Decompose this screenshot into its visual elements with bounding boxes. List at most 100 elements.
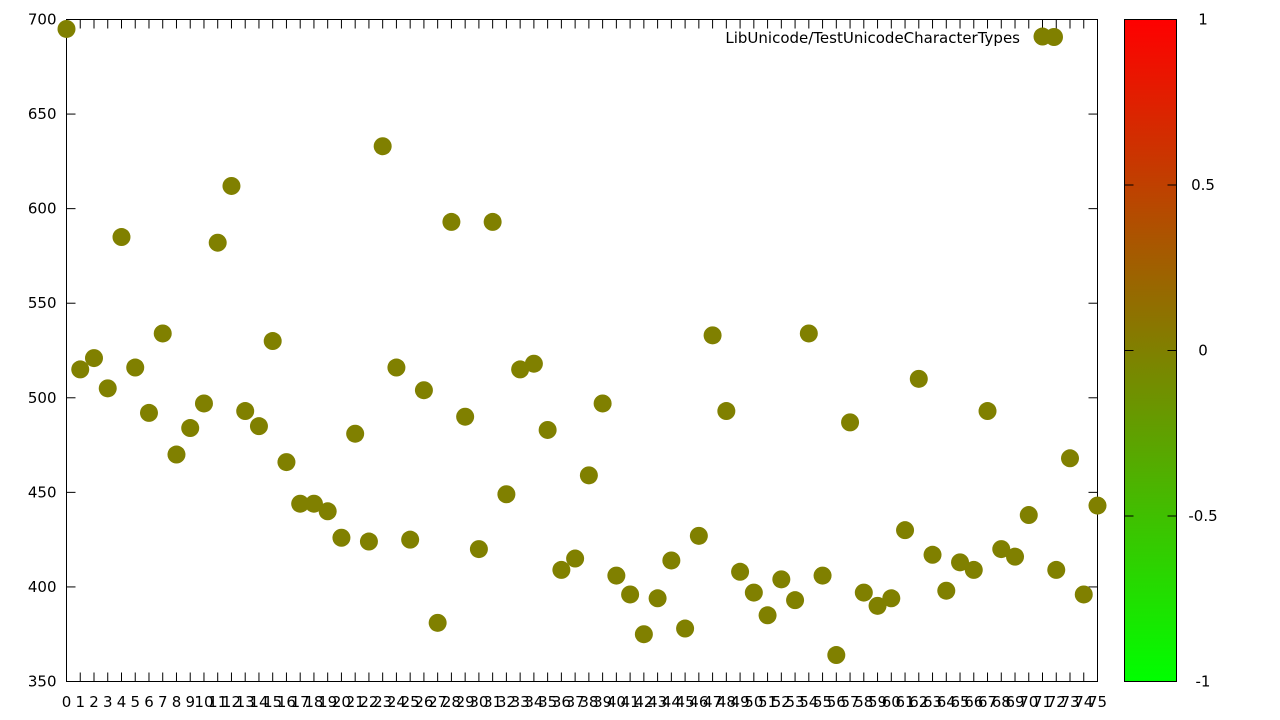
data-point [717,402,736,421]
y-tick-label: 600 [28,200,57,218]
x-tick-label: 37 [566,693,585,711]
y-axis: 350 400 450 500 550 600 650 700 [28,11,1098,691]
x-tick-label: 17 [291,693,310,711]
data-point [153,324,172,343]
x-tick-label: 15 [263,693,282,711]
data-point [126,358,145,377]
data-point [263,332,282,351]
x-tick-label: 14 [249,693,268,711]
x-tick-label: 48 [717,693,736,711]
x-tick-label: 68 [992,693,1011,711]
y-tick-label: 450 [28,483,57,501]
x-tick-label: 33 [511,693,530,711]
x-tick-label: 40 [607,693,626,711]
colorbar-tick-label: 0.5 [1191,176,1215,194]
x-tick-label: 25 [401,693,420,711]
data-point [318,502,337,521]
x-tick-label: 0 [62,693,72,711]
data-point [57,19,76,38]
data-point [1074,585,1093,604]
x-tick-label: 35 [538,693,557,711]
x-tick-label: 47 [703,693,722,711]
data-point [483,212,502,231]
data-point [1088,496,1107,515]
colorbar-tick-label: -0.5 [1188,507,1217,525]
data-point [222,176,241,195]
data-point [662,551,681,570]
x-tick-label: 75 [1088,693,1107,711]
x-tick-label: 73 [1060,693,1079,711]
x-tick-label: 30 [469,693,488,711]
data-point [98,379,117,398]
y-tick-label: 400 [28,578,57,596]
data-point [951,553,970,572]
data-point [648,589,667,608]
legend-label: LibUnicode/TestUnicodeCharacterTypes [725,29,1020,47]
x-tick-label: 31 [483,693,502,711]
data-point [359,532,378,551]
data-point [607,566,626,585]
x-tick-label: 43 [648,693,667,711]
x-tick-label: 13 [236,693,255,711]
x-tick-label: 58 [854,693,873,711]
data-point [373,137,392,156]
data-point [676,619,695,638]
y-tick-label: 350 [28,673,57,691]
x-tick-label: 49 [731,693,750,711]
data-point [772,570,791,589]
x-tick-label: 36 [552,693,571,711]
y-tick-label: 550 [28,294,57,312]
x-tick-label: 74 [1074,693,1093,711]
data-point [236,402,255,421]
data-point [731,562,750,581]
data-point [854,583,873,602]
x-tick-label: 54 [799,693,818,711]
colorbar-ticks: 1 0.5 0 -0.5 -1 [1124,11,1218,691]
data-point [841,413,860,432]
x-tick-label: 6 [144,693,154,711]
x-tick-label: 62 [909,693,928,711]
x-tick-label: 72 [1047,693,1066,711]
x-axis: 0 1 2 3 4 5 6 7 8 9 101112131415161718192021222324… [62,19,1107,711]
data-point [579,466,598,485]
x-tick-label: 50 [744,693,763,711]
data-point [566,549,585,568]
x-tick-label: 41 [621,693,640,711]
data-point [84,349,103,368]
x-tick-label: 28 [442,693,461,711]
data-point [964,560,983,579]
x-tick-label: 56 [827,693,846,711]
data-point [181,419,200,438]
data-point [868,596,887,615]
data-point [827,646,846,665]
data-point [387,358,406,377]
x-tick-label: 22 [359,693,378,711]
data-point [401,530,420,549]
x-tick-label: 46 [689,693,708,711]
x-tick-label: 4 [117,693,127,711]
x-tick-label: 32 [497,693,516,711]
data-point [923,545,942,564]
data-point [799,324,818,343]
y-tick-label: 700 [28,11,57,29]
x-tick-label: 8 [172,693,182,711]
x-tick-label: 67 [978,693,997,711]
data-point [896,521,915,540]
data-point [428,613,447,632]
data-point [744,583,763,602]
y-tick-label: 500 [28,389,57,407]
x-tick-label: 27 [428,693,447,711]
x-tick-label: 21 [346,693,365,711]
data-point [978,402,997,421]
x-tick-label: 59 [868,693,887,711]
x-tick-label: 1 [75,693,85,711]
x-tick-label: 12 [222,693,241,711]
data-point [593,394,612,413]
legend-marker [1045,28,1063,46]
x-tick-label: 64 [937,693,956,711]
data-point [937,581,956,600]
x-tick-label: 57 [841,693,860,711]
data-point [538,420,557,439]
data-point [511,360,530,379]
